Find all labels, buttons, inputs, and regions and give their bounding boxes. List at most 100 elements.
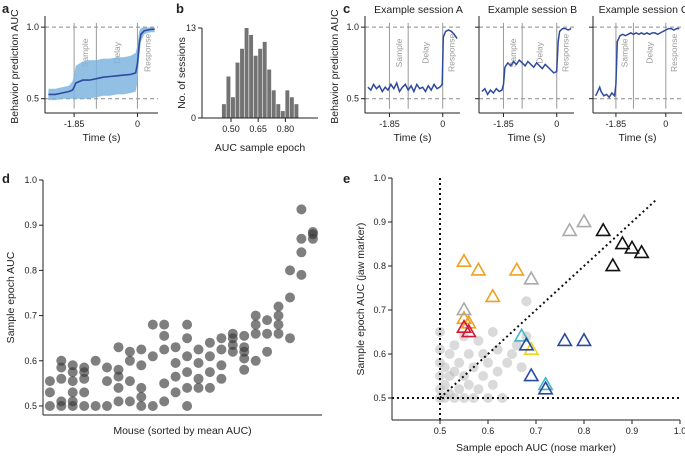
data-point [239, 364, 250, 375]
histogram-bar [267, 69, 272, 118]
data-point [124, 376, 135, 387]
mouse-triangle-orange [484, 288, 501, 303]
mouse-triangle-black [614, 235, 631, 250]
data-point [239, 342, 250, 353]
example-session-b: Sample Delay Response -1.85 0 Time (s) Example… [475, 4, 577, 144]
data-point [250, 328, 261, 339]
data-point [193, 344, 204, 355]
y-axis-label: Sample epoch AUC [5, 251, 17, 343]
x-tick-label: 0.6 [482, 426, 495, 436]
data-point [79, 387, 90, 398]
histogram-bar [226, 76, 231, 118]
example-session-a: Sample Delay Response -1.85 0 0.5 1.0 Time (s) B… [329, 4, 463, 144]
data-point [273, 319, 284, 330]
data-point [159, 344, 170, 355]
session-point [454, 384, 465, 395]
data-point [273, 301, 284, 312]
epoch-label: Delay [420, 41, 430, 63]
data-point [113, 364, 124, 375]
epoch-label: Delay [645, 41, 655, 63]
session-point [507, 349, 517, 359]
session-point [511, 340, 522, 351]
data-point [170, 342, 181, 353]
y-tick-label: 13 [186, 23, 196, 33]
session-point [487, 327, 498, 337]
session-point [483, 357, 493, 368]
data-point [67, 376, 78, 387]
data-point [124, 346, 135, 357]
data-point [90, 401, 101, 411]
panel-b: b 0.50 0.65 0.80 0 13 AUC sample epoch No. of s… [176, 1, 318, 154]
data-point [296, 204, 307, 215]
panel-letter-a: a [2, 1, 10, 16]
data-point [182, 351, 193, 362]
session-point [439, 379, 450, 390]
data-point [79, 401, 90, 411]
histogram-bar [276, 104, 281, 118]
histogram-bar [240, 48, 244, 119]
session-point [459, 371, 469, 381]
session-point [492, 344, 503, 355]
histogram-bar [294, 104, 299, 118]
session-point [435, 371, 445, 381]
y-axis-label: No. of sessions [176, 37, 188, 109]
data-point [136, 344, 147, 355]
data-point [170, 358, 181, 368]
data-point [159, 319, 170, 330]
session-point [473, 335, 484, 346]
session-point [487, 379, 498, 390]
panel-letter-b: b [176, 1, 184, 16]
data-point [44, 387, 55, 398]
x-axis-label: Time (s) [82, 132, 120, 144]
data-point [182, 401, 193, 411]
session-point [502, 357, 513, 368]
epoch-label: Sample [80, 38, 90, 67]
y-axis-label: Behavior prediction AUC [9, 9, 21, 124]
x-tick-label: 0.9 [626, 426, 639, 436]
x-tick-label: 0.8 [578, 426, 591, 436]
session-point [463, 379, 474, 390]
data-point [67, 360, 78, 371]
data-point [273, 328, 284, 339]
x-tick-label: 0.80 [277, 124, 295, 134]
epoch-label: Delay [534, 41, 544, 63]
y-tick-label: 0.5 [24, 401, 37, 411]
y-tick-label: 1.0 [373, 173, 386, 183]
data-point [79, 362, 90, 373]
data-point [147, 319, 158, 330]
data-point [262, 346, 273, 357]
histogram-bar [258, 48, 263, 119]
session-title: Example session C [599, 4, 685, 16]
mouse-triangle-black [604, 257, 621, 272]
mouse-triangle-orange [456, 252, 472, 268]
session-point [516, 362, 527, 373]
y-tick-label: 0.8 [24, 265, 37, 275]
data-point [250, 355, 261, 366]
epoch-label: Response [560, 34, 570, 73]
mouse-triangle-navy [523, 367, 540, 382]
example-session-c: Sample Delay Response -1.85 0 Time (s) Example… [589, 4, 685, 144]
x-tick-label: -1.85 [493, 119, 514, 129]
data-point [67, 396, 78, 407]
session-point [492, 366, 503, 377]
data-point [44, 376, 55, 387]
mean-auc-line [48, 28, 155, 96]
session-title: Example session A [374, 4, 463, 16]
x-tick-label: 0.7 [530, 426, 543, 436]
session-point [454, 357, 465, 368]
y-tick-label: 0.7 [373, 305, 386, 315]
session-point [449, 366, 460, 377]
data-point [227, 328, 238, 339]
y-tick-label: 0.8 [373, 261, 386, 271]
x-tick-label: 1.0 [674, 426, 685, 436]
data-point [296, 247, 307, 258]
session-auc-line [481, 27, 572, 96]
session-title: Example session B [488, 4, 577, 16]
y-tick-label: 0.6 [24, 356, 37, 366]
data-point [285, 265, 295, 276]
data-point [216, 344, 227, 355]
data-point [204, 367, 215, 378]
x-tick-label: 0.5 [434, 426, 447, 436]
identity-line [439, 199, 657, 399]
